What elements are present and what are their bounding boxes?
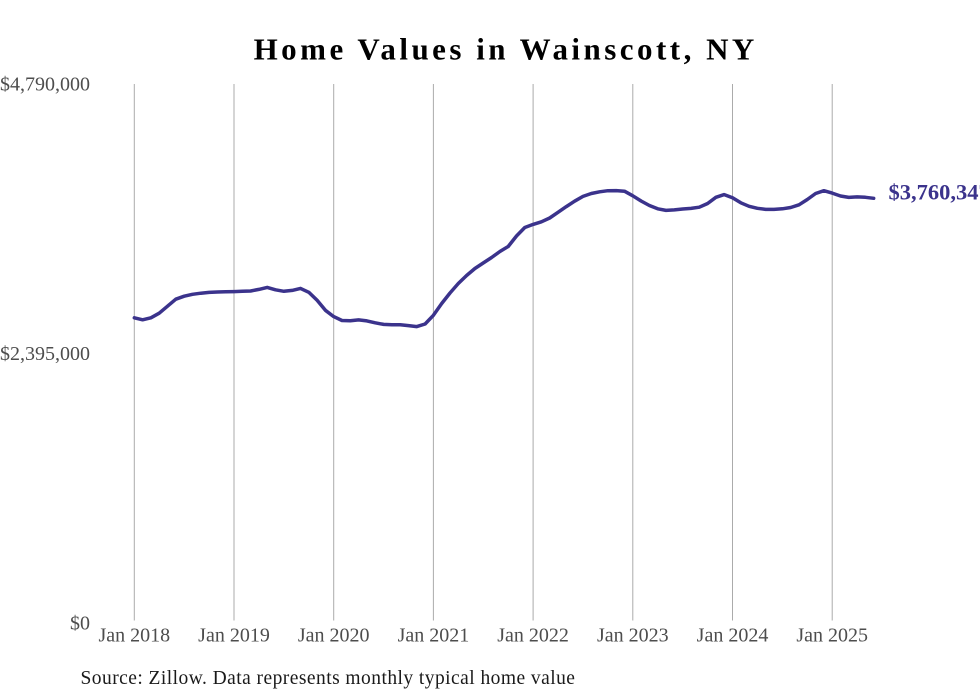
svg-text:Jan 2023: Jan 2023 (597, 625, 669, 647)
svg-text:$0: $0 (70, 612, 90, 634)
svg-text:Jan 2018: Jan 2018 (98, 625, 170, 647)
svg-text:$3,760,347: $3,760,347 (889, 179, 980, 204)
svg-text:Home Values in Wainscott, NY: Home Values in Wainscott, NY (254, 31, 758, 66)
svg-text:Jan 2021: Jan 2021 (398, 625, 470, 647)
svg-text:Jan 2022: Jan 2022 (497, 625, 569, 647)
svg-text:$2,395,000: $2,395,000 (0, 343, 90, 365)
svg-text:Source: Zillow. Data represent: Source: Zillow. Data represents monthly … (81, 668, 576, 689)
svg-text:$4,790,000: $4,790,000 (0, 74, 90, 96)
svg-text:Jan 2020: Jan 2020 (298, 625, 370, 647)
svg-text:Jan 2019: Jan 2019 (198, 625, 270, 647)
svg-text:Jan 2025: Jan 2025 (796, 625, 868, 647)
svg-text:Jan 2024: Jan 2024 (697, 625, 769, 647)
